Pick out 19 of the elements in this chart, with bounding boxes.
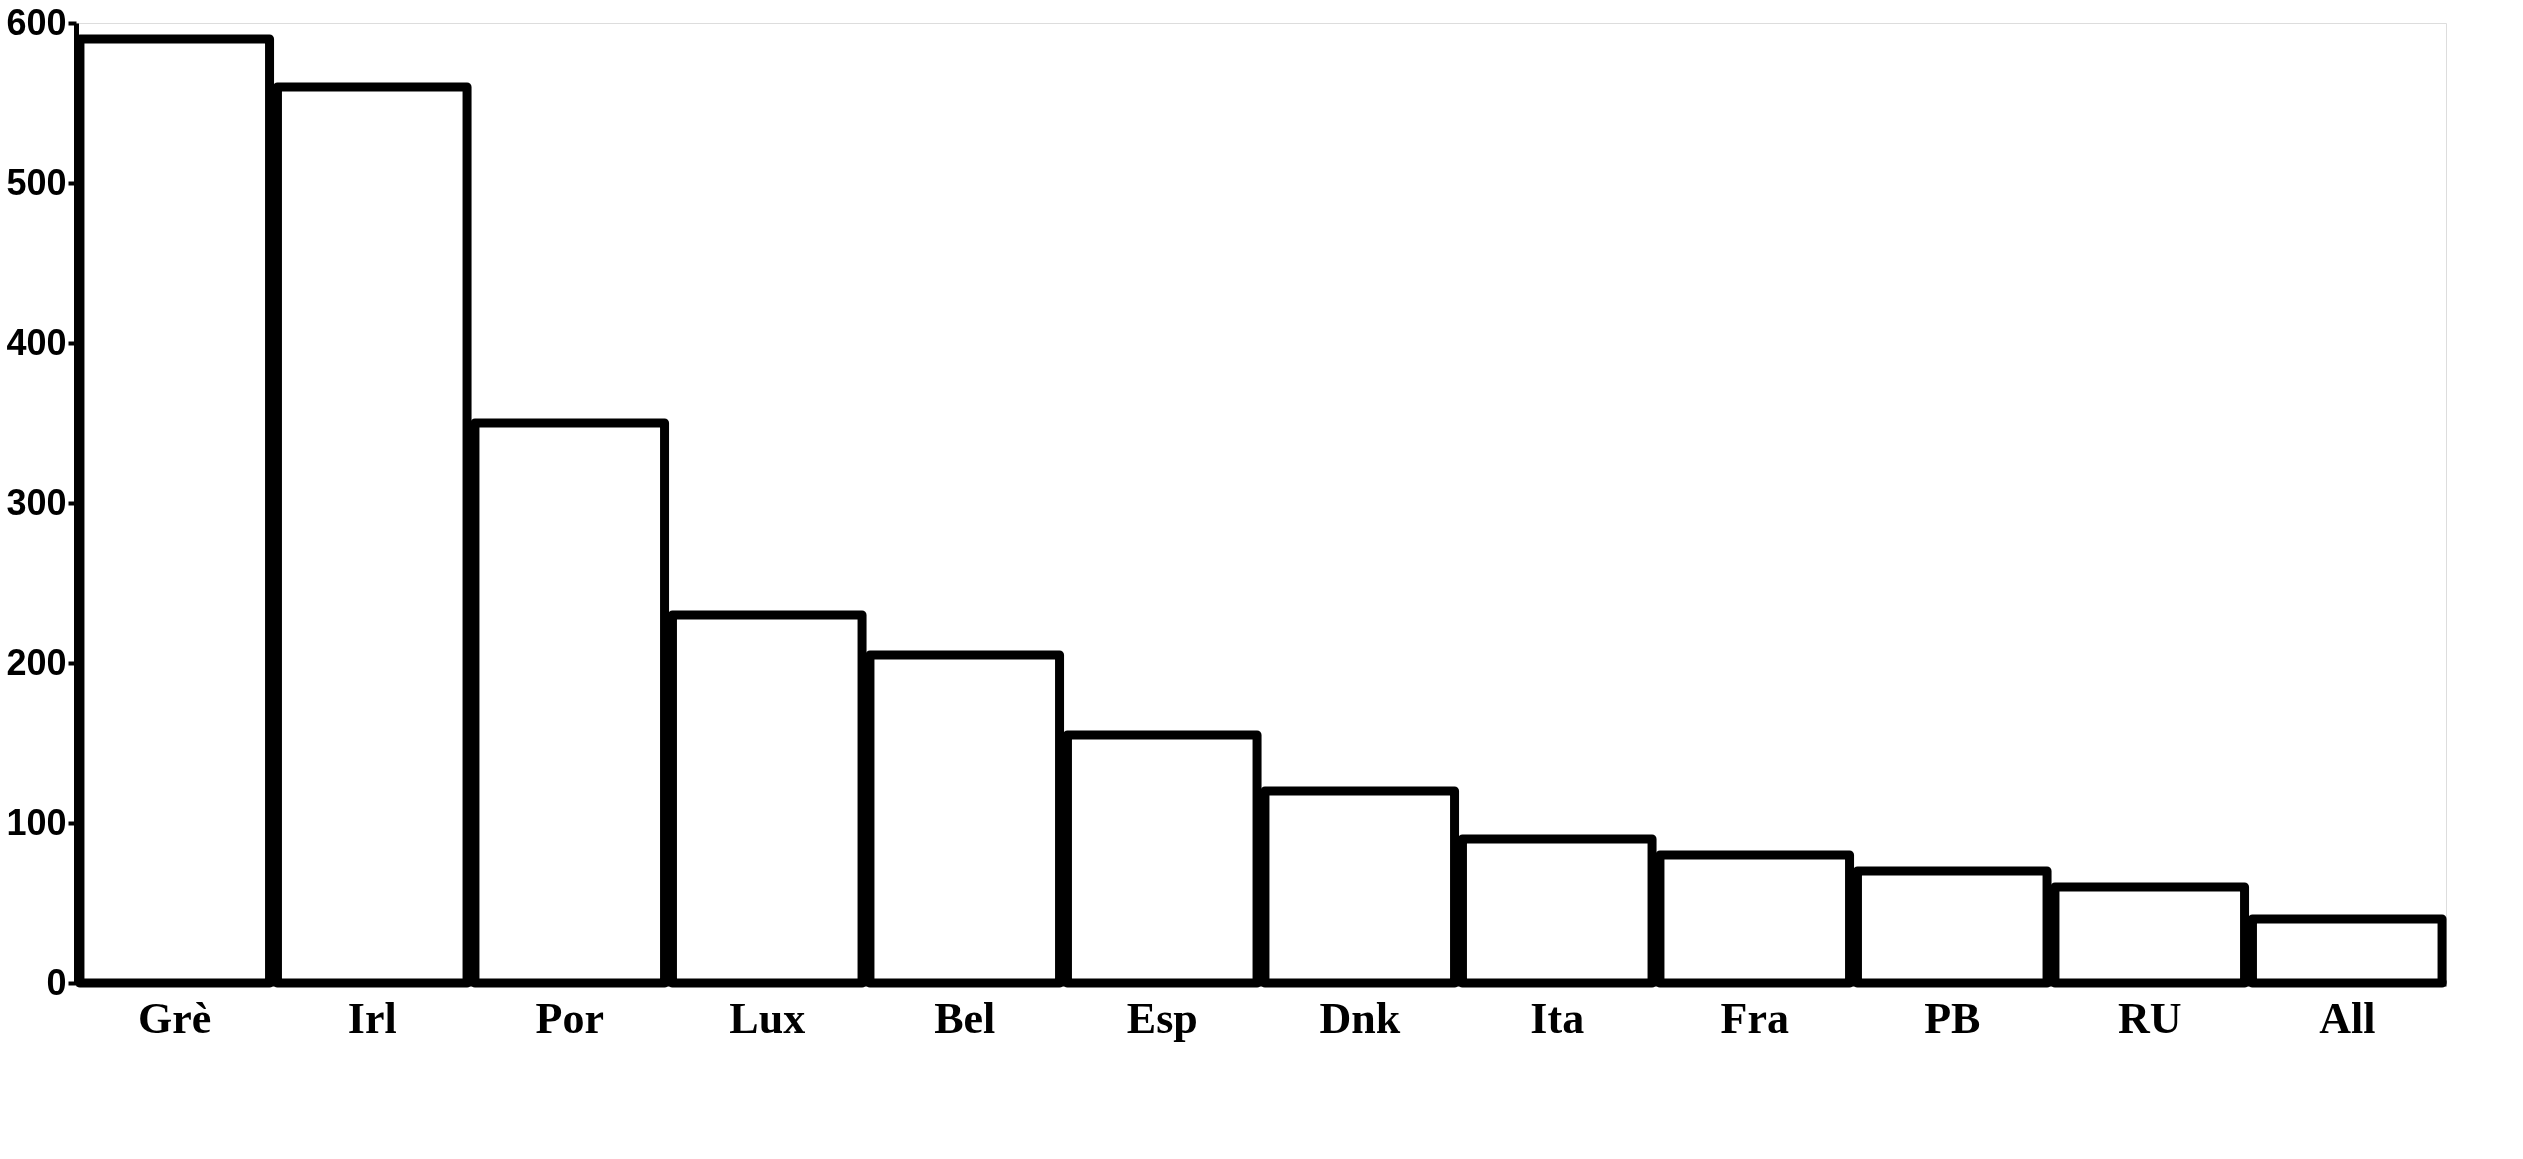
y-tick-label: 100 [6,801,67,843]
y-tick-label: 600 [6,1,67,43]
x-tick-label: Dnk [1319,993,1401,1043]
x-tick-label: Lux [729,993,806,1043]
x-tick-label: PB [1924,993,1981,1043]
x-tick-label: Ita [1530,993,1585,1043]
y-tick-label: 200 [6,641,67,683]
x-tick-label: Irl [347,993,397,1043]
x-tick-label: Bel [934,993,996,1043]
x-tick-label: Por [535,993,604,1043]
x-tick-label: Grè [138,993,212,1043]
x-tick-label: Esp [1126,993,1198,1043]
y-tick-label: 0 [46,961,67,1003]
x-tick-label: All [2319,993,2376,1043]
y-tick-label: 400 [6,321,67,363]
x-tick-label: Fra [1720,993,1789,1043]
y-tick-label: 300 [6,481,67,523]
y-tick-label: 500 [6,161,67,203]
x-tick-label: RU [2117,993,2182,1043]
